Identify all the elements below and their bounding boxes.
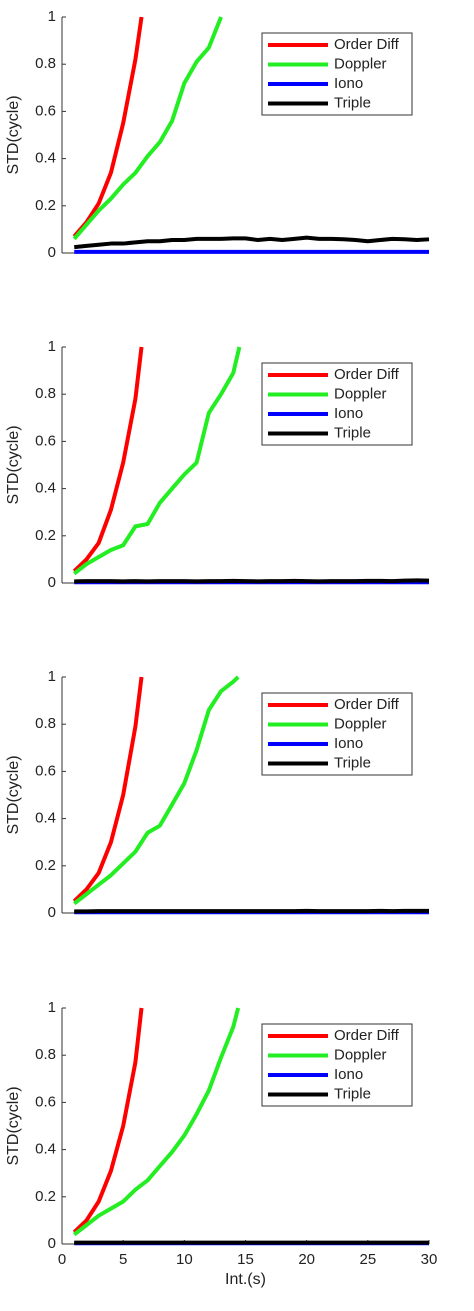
legend-label: Triple <box>334 754 371 771</box>
legend-label: Triple <box>334 94 371 111</box>
y-axis-label: STD(cycle) <box>5 1086 22 1165</box>
legend-label: Order Diff <box>334 1027 400 1044</box>
y-axis-label: STD(cycle) <box>5 425 22 504</box>
series-line <box>74 578 430 584</box>
y-axis-label: STD(cycle) <box>5 95 22 174</box>
x-tick-label: 10 <box>176 1251 193 1268</box>
y-tick-label: 0.2 <box>35 197 56 214</box>
y-tick-label: 0.2 <box>35 527 56 544</box>
y-tick-label: 1 <box>48 999 56 1016</box>
legend-label: Order Diff <box>334 696 400 713</box>
legend-label: Iono <box>334 75 363 92</box>
y-tick-label: 0 <box>48 574 56 591</box>
y-tick-label: 1 <box>48 8 56 25</box>
x-tick-label: 5 <box>119 1251 127 1268</box>
legend-label: Doppler <box>334 385 387 402</box>
series-line <box>74 235 430 250</box>
series-line <box>72 1007 144 1234</box>
y-tick-label: 0.6 <box>35 102 56 119</box>
series-line <box>72 346 144 573</box>
legend-label: Doppler <box>334 55 387 72</box>
series-line <box>73 346 242 576</box>
y-tick-label: 0.2 <box>35 857 56 874</box>
y-tick-label: 0 <box>48 244 56 261</box>
y-tick-label: 0.8 <box>35 1046 56 1063</box>
y-tick-label: 0.6 <box>35 432 56 449</box>
y-tick-label: 0.4 <box>35 810 56 827</box>
x-axis-label: Int.(s) <box>225 1271 266 1288</box>
legend-label: Order Diff <box>334 36 400 53</box>
legend-label: Iono <box>334 405 363 422</box>
series-line <box>73 675 240 906</box>
x-tick-label: 30 <box>421 1251 438 1268</box>
y-tick-label: 0.8 <box>35 55 56 72</box>
y-tick-label: 0.6 <box>35 762 56 779</box>
series-line <box>72 676 144 903</box>
y-tick-label: 0.4 <box>35 480 56 497</box>
y-tick-label: 0.8 <box>35 385 56 402</box>
y-tick-label: 0 <box>48 904 56 921</box>
x-tick-label: 15 <box>237 1251 254 1268</box>
y-tick-label: 0.4 <box>35 1141 56 1158</box>
series-line <box>73 1007 241 1237</box>
y-tick-label: 0 <box>48 1235 56 1252</box>
legend-label: Doppler <box>334 715 387 732</box>
x-tick-label: 25 <box>359 1251 376 1268</box>
y-axis-label: STD(cycle) <box>5 755 22 834</box>
legend-label: Iono <box>334 1066 363 1083</box>
y-tick-label: 1 <box>48 338 56 355</box>
legend-label: Iono <box>334 735 363 752</box>
y-tick-label: 0.2 <box>35 1188 56 1205</box>
y-tick-label: 0.8 <box>35 715 56 732</box>
y-tick-label: 0.6 <box>35 1093 56 1110</box>
legend-label: Order Diff <box>334 366 400 383</box>
y-tick-label: 1 <box>48 668 56 685</box>
legend-label: Triple <box>334 1085 371 1102</box>
y-tick-label: 0.4 <box>35 150 56 167</box>
legend-label: Doppler <box>334 1046 387 1063</box>
x-tick-label: 0 <box>58 1251 66 1268</box>
legend-label: Triple <box>334 424 371 441</box>
series-line <box>72 16 223 241</box>
x-tick-label: 20 <box>298 1251 315 1268</box>
